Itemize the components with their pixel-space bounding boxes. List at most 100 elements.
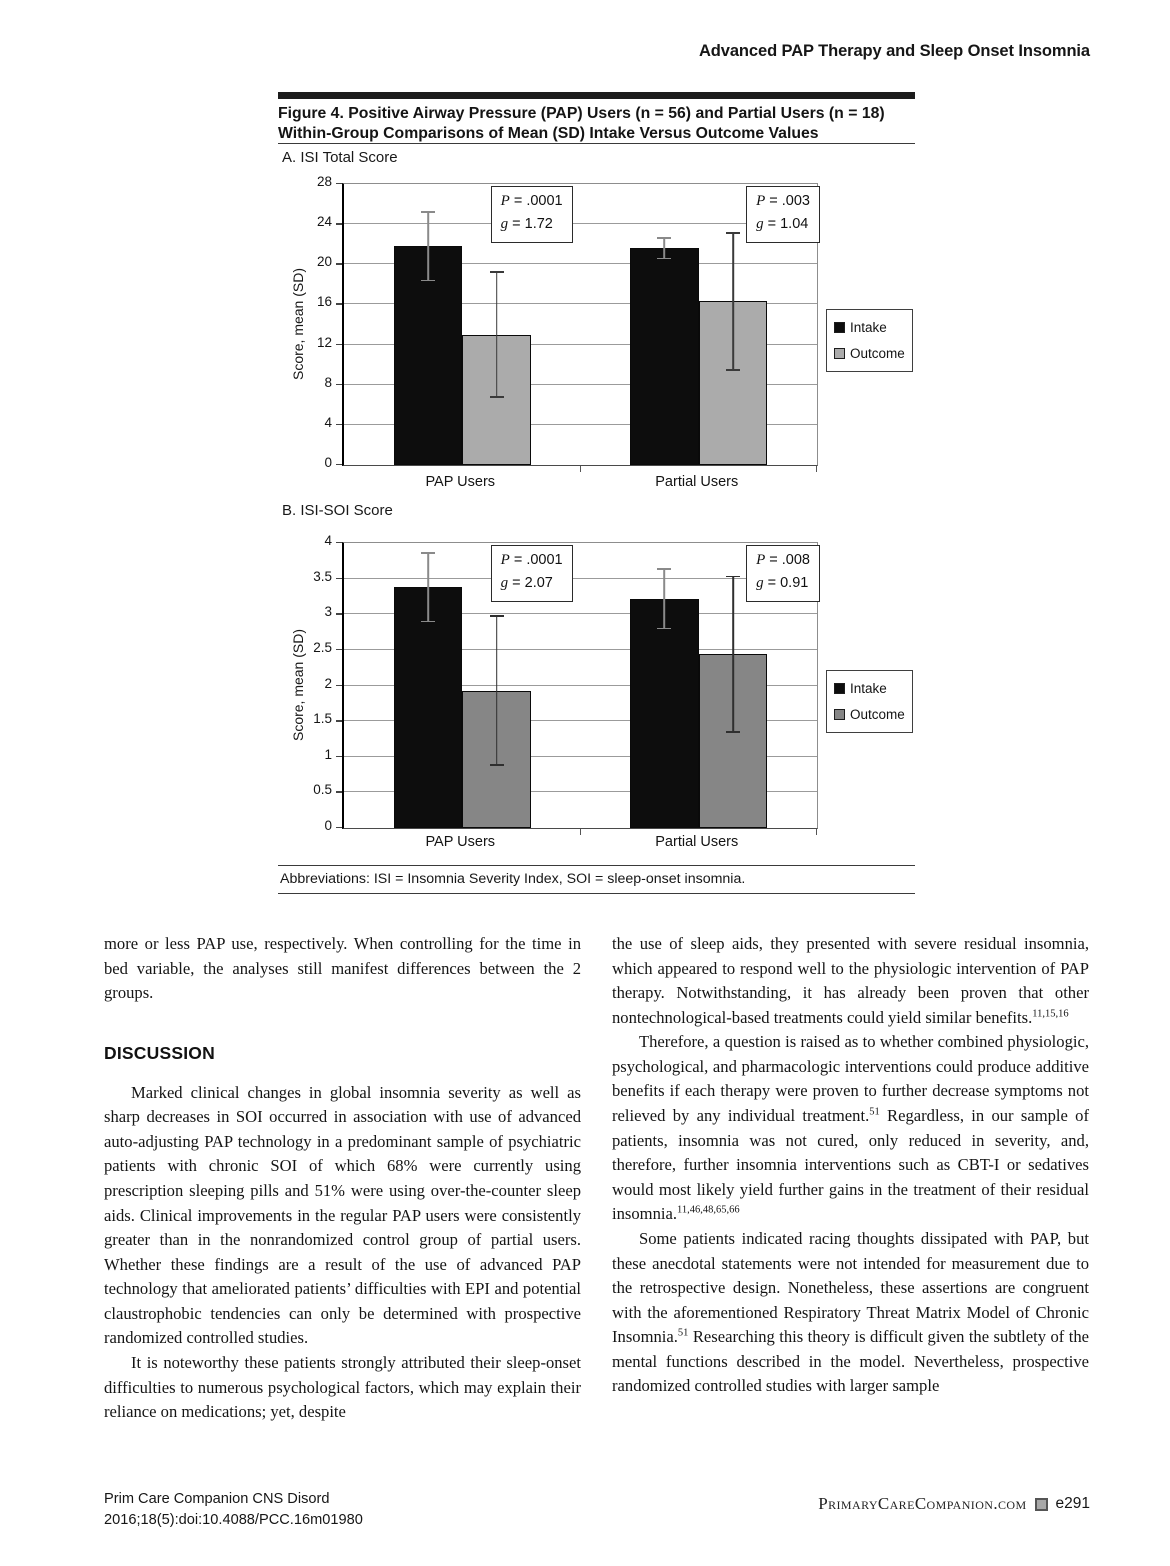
error-bar-line — [663, 567, 666, 630]
x-category-label: Partial Users — [655, 834, 739, 850]
stat-variable: P — [500, 193, 510, 209]
y-grid-line — [344, 383, 817, 385]
y-axis-tick — [336, 613, 342, 615]
y-axis-tick — [336, 343, 342, 345]
legend-item-intake: Intake — [834, 320, 905, 335]
discussion-heading: DISCUSSION — [104, 1042, 215, 1063]
y-axis-tick — [336, 383, 342, 386]
y-axis-tick — [336, 648, 342, 651]
legend-swatch-intake — [834, 322, 845, 333]
error-bar-cap-bottom — [420, 620, 435, 623]
error-bar-cap-bottom — [657, 627, 672, 630]
y-axis-tick — [336, 684, 342, 686]
right-column: the use of sleep aids, they presented wi… — [612, 932, 1089, 1399]
y-axis-tick — [336, 791, 342, 793]
y-axis-tick — [336, 827, 342, 829]
x-category-label: PAP Users — [425, 474, 496, 490]
y-grid-line — [344, 648, 817, 650]
legend-label: Outcome — [850, 707, 905, 722]
y-grid-line — [344, 223, 817, 225]
figure-top-rule — [278, 92, 915, 99]
figure-abbreviations: Abbreviations: ISI = Insomnia Severity I… — [278, 865, 915, 894]
reference-superscript: 51 — [869, 1106, 880, 1118]
reference-superscript: 51 — [677, 1327, 689, 1339]
stat-annotation-line: P = .008 — [756, 552, 810, 568]
y-tick-label: 8 — [324, 374, 332, 390]
reference-superscript: 11,15,16 — [1032, 1008, 1069, 1020]
error-bar-line — [732, 232, 734, 371]
running-head: Advanced PAP Therapy and Sleep Onset Ins… — [698, 42, 1090, 60]
journal-doi: 2016;18(5):doi:10.4088/PCC.16m01980 — [104, 1512, 363, 1529]
y-tick-label: 0 — [324, 818, 332, 833]
legend-label: Intake — [850, 320, 887, 335]
error-bar-intake — [420, 211, 435, 282]
error-bar-cap-top — [726, 232, 741, 234]
error-bar-line — [427, 211, 429, 282]
left-column: more or less PAP use, respectively. When… — [104, 932, 581, 1425]
legend-box: Intake Outcome — [826, 670, 913, 733]
stat-annotation-line: g = 0.91 — [756, 575, 809, 592]
error-bar-line — [663, 237, 666, 260]
y-tick-label: 0.5 — [313, 782, 332, 798]
page-number: e291 — [1055, 1495, 1090, 1512]
y-tick-label: 1.5 — [313, 711, 332, 727]
reference-superscript: 11,46,48,65,66 — [677, 1204, 740, 1216]
y-tick-label: 12 — [316, 334, 332, 350]
y-tick-label: 3.5 — [313, 568, 332, 584]
error-bar-cap-top — [726, 575, 741, 578]
stat-variable: P — [500, 552, 510, 568]
y-axis-tick — [336, 303, 342, 305]
stat-annotation-box: P = .008 g = 0.91 — [746, 545, 820, 602]
error-bar-line — [732, 575, 734, 733]
y-grid-line — [344, 684, 817, 686]
journal-website: PrimaryCareCompanion.com — [818, 1494, 1027, 1513]
legend-box: Intake Outcome — [826, 309, 913, 372]
error-bar-cap-top — [657, 237, 672, 239]
stat-variable: g — [756, 575, 764, 592]
chart-panel-a: A. ISI Total Score Score, mean (SD) P = .0… — [278, 149, 915, 499]
y-axis-tick — [336, 577, 342, 580]
x-category-label: Partial Users — [655, 474, 739, 490]
error-bar-cap-bottom — [726, 730, 741, 733]
legend-label: Intake — [850, 681, 887, 696]
y-axis-tick — [336, 223, 342, 225]
y-grid-line — [344, 263, 817, 265]
chart-subtitle: A. ISI Total Score — [282, 149, 398, 166]
stat-variable: g — [756, 216, 764, 233]
x-category-label: PAP Users — [425, 834, 496, 850]
chart-panel-b: B. ISI-SOI Score Score, mean (SD) P = .000… — [278, 502, 915, 860]
y-tick-label: 3 — [324, 604, 332, 620]
stat-annotation-line: g = 1.04 — [756, 216, 809, 233]
y-grid-line — [344, 755, 817, 757]
y-grid-line — [344, 343, 817, 345]
error-bar-cap-bottom — [726, 369, 741, 371]
body-paragraph: more or less PAP use, respectively. When… — [104, 934, 581, 1003]
error-bar-cap-top — [420, 211, 435, 213]
stat-variable: P — [756, 193, 766, 209]
legend-item-outcome: Outcome — [834, 346, 905, 361]
x-axis-tick — [816, 466, 818, 472]
x-axis-tick — [579, 466, 581, 472]
legend-item-outcome: Outcome — [834, 707, 905, 722]
plot-area: P = .0001 g = 2.07 P = .008 g = 0.91 — [342, 542, 820, 835]
y-tick-label: 0 — [324, 455, 332, 470]
error-bar-cap-top — [420, 552, 435, 554]
error-bar-line — [495, 614, 498, 767]
error-bar-outcome — [489, 271, 504, 398]
bar-outcome — [462, 334, 531, 465]
stat-variable: P — [756, 552, 766, 568]
figure-title-line2: Within-Group Comparisons of Mean (SD) In… — [278, 125, 819, 143]
error-bar-cap-bottom — [489, 764, 504, 767]
y-tick-label: 16 — [316, 294, 332, 310]
legend-item-intake: Intake — [834, 681, 905, 696]
error-bar-line — [495, 271, 498, 398]
stat-annotation-line: P = .003 — [756, 193, 810, 209]
error-bar-cap-bottom — [657, 257, 672, 260]
bar-intake — [393, 587, 463, 828]
y-tick-label: 1 — [324, 746, 332, 762]
plot-area: P = .0001 g = 1.72 P = .003 g = 1.04 — [342, 183, 820, 472]
stat-variable: g — [500, 216, 509, 233]
legend-label: Outcome — [850, 346, 905, 361]
error-bar-intake — [657, 237, 672, 260]
y-axis-label: Score, mean (SD) — [290, 267, 306, 380]
